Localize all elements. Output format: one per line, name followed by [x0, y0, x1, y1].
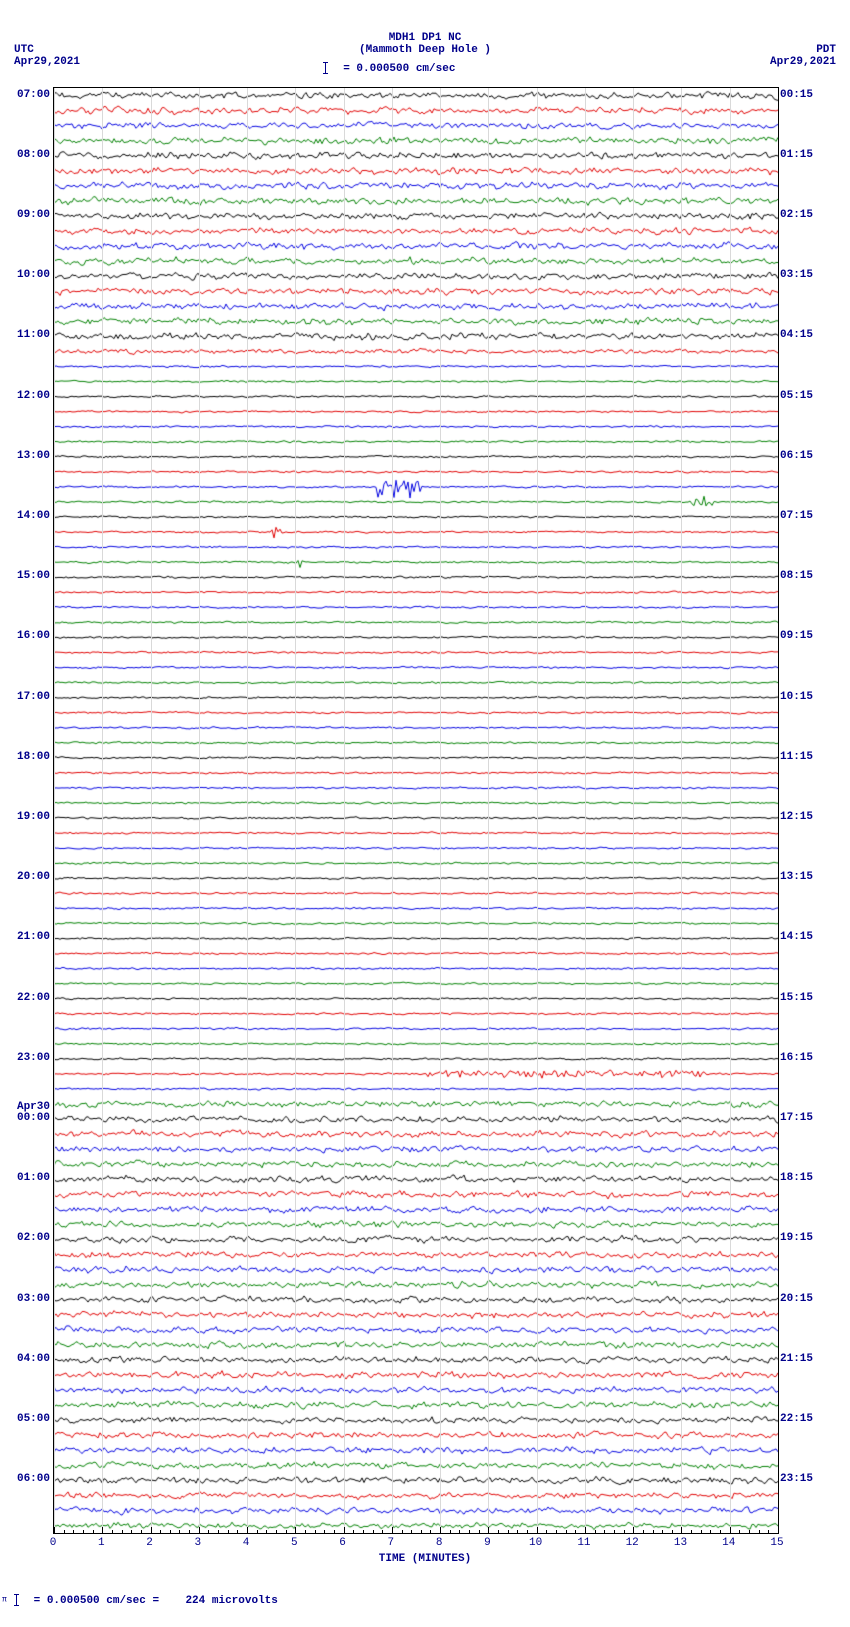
- pi-icon: π: [2, 1596, 7, 1605]
- utc-label: 09:00: [0, 209, 50, 221]
- utc-label: 17:00: [0, 691, 50, 703]
- pdt-label: 19:15: [780, 1232, 840, 1244]
- utc-label: 16:00: [0, 630, 50, 642]
- pdt-label: 14:15: [780, 931, 840, 943]
- pdt-label: 18:15: [780, 1172, 840, 1184]
- xaxis-label: TIME (MINUTES): [0, 1553, 850, 1565]
- scale-indicator: = 0.000500 cm/sec: [325, 62, 451, 75]
- xtick-label: 3: [178, 1537, 218, 1627]
- utc-label: 13:00: [0, 450, 50, 462]
- xtick-label: 2: [130, 1537, 170, 1627]
- xtick-label: 0: [33, 1537, 73, 1627]
- utc-label: 07:00: [0, 89, 50, 101]
- xtick-label: 10: [516, 1537, 556, 1627]
- pdt-label: 15:15: [780, 992, 840, 1004]
- pdt-label: 13:15: [780, 871, 840, 883]
- xtick-label: 5: [274, 1537, 314, 1627]
- left-timezone: UTC: [14, 44, 34, 56]
- utc-label: 04:00: [0, 1353, 50, 1365]
- utc-label: 20:00: [0, 871, 50, 883]
- utc-label: 06:00: [0, 1473, 50, 1485]
- pdt-label: 08:15: [780, 570, 840, 582]
- pdt-label: 16:15: [780, 1052, 840, 1064]
- xtick-label: 6: [323, 1537, 363, 1627]
- pdt-label: 20:15: [780, 1293, 840, 1305]
- xtick-label: 4: [226, 1537, 266, 1627]
- utc-label: 11:00: [0, 329, 50, 341]
- xtick-label: 8: [419, 1537, 459, 1627]
- utc-label: 10:00: [0, 269, 50, 281]
- footer-scale: π = 0.000500 cm/sec = 224 microvolts: [2, 1594, 278, 1607]
- pdt-label: 07:15: [780, 510, 840, 522]
- station-code: MDH1 DP1 NC: [0, 32, 850, 44]
- right-date: Apr29,2021: [770, 56, 836, 68]
- pdt-label: 05:15: [780, 390, 840, 402]
- pdt-label: 06:15: [780, 450, 840, 462]
- left-date: Apr29,2021: [14, 56, 80, 68]
- pdt-label: 03:15: [780, 269, 840, 281]
- pdt-label: 11:15: [780, 751, 840, 763]
- pdt-label: 00:15: [780, 89, 840, 101]
- pdt-label: 01:15: [780, 149, 840, 161]
- pdt-label: 02:15: [780, 209, 840, 221]
- pdt-label: 10:15: [780, 691, 840, 703]
- pdt-label: 21:15: [780, 1353, 840, 1365]
- utc-label: 23:00: [0, 1052, 50, 1064]
- date-change-label: Apr30: [0, 1101, 50, 1113]
- xtick-label: 1: [81, 1537, 121, 1627]
- station-name: (Mammoth Deep Hole ): [0, 44, 850, 56]
- utc-label: 14:00: [0, 510, 50, 522]
- pdt-label: 12:15: [780, 811, 840, 823]
- utc-label: 18:00: [0, 751, 50, 763]
- utc-label: 22:00: [0, 992, 50, 1004]
- utc-label: 03:00: [0, 1293, 50, 1305]
- pdt-label: 17:15: [780, 1112, 840, 1124]
- xtick-label: 9: [467, 1537, 507, 1627]
- utc-label: 00:00: [0, 1112, 50, 1124]
- xtick-label: 14: [709, 1537, 749, 1627]
- pdt-label: 04:15: [780, 329, 840, 341]
- right-timezone: PDT: [816, 44, 836, 56]
- xtick-label: 15: [757, 1537, 797, 1627]
- utc-label: 02:00: [0, 1232, 50, 1244]
- pdt-label: 23:15: [780, 1473, 840, 1485]
- pdt-label: 09:15: [780, 630, 840, 642]
- utc-label: 08:00: [0, 149, 50, 161]
- xtick-label: 13: [660, 1537, 700, 1627]
- xtick-label: 11: [564, 1537, 604, 1627]
- helicorder-canvas: [54, 88, 778, 1533]
- utc-label: 19:00: [0, 811, 50, 823]
- utc-label: 01:00: [0, 1172, 50, 1184]
- xtick-label: 12: [612, 1537, 652, 1627]
- xtick-label: 7: [371, 1537, 411, 1627]
- helicorder-plot: [53, 87, 779, 1534]
- utc-label: 15:00: [0, 570, 50, 582]
- utc-label: 05:00: [0, 1413, 50, 1425]
- utc-label: 21:00: [0, 931, 50, 943]
- utc-label: 12:00: [0, 390, 50, 402]
- pdt-label: 22:15: [780, 1413, 840, 1425]
